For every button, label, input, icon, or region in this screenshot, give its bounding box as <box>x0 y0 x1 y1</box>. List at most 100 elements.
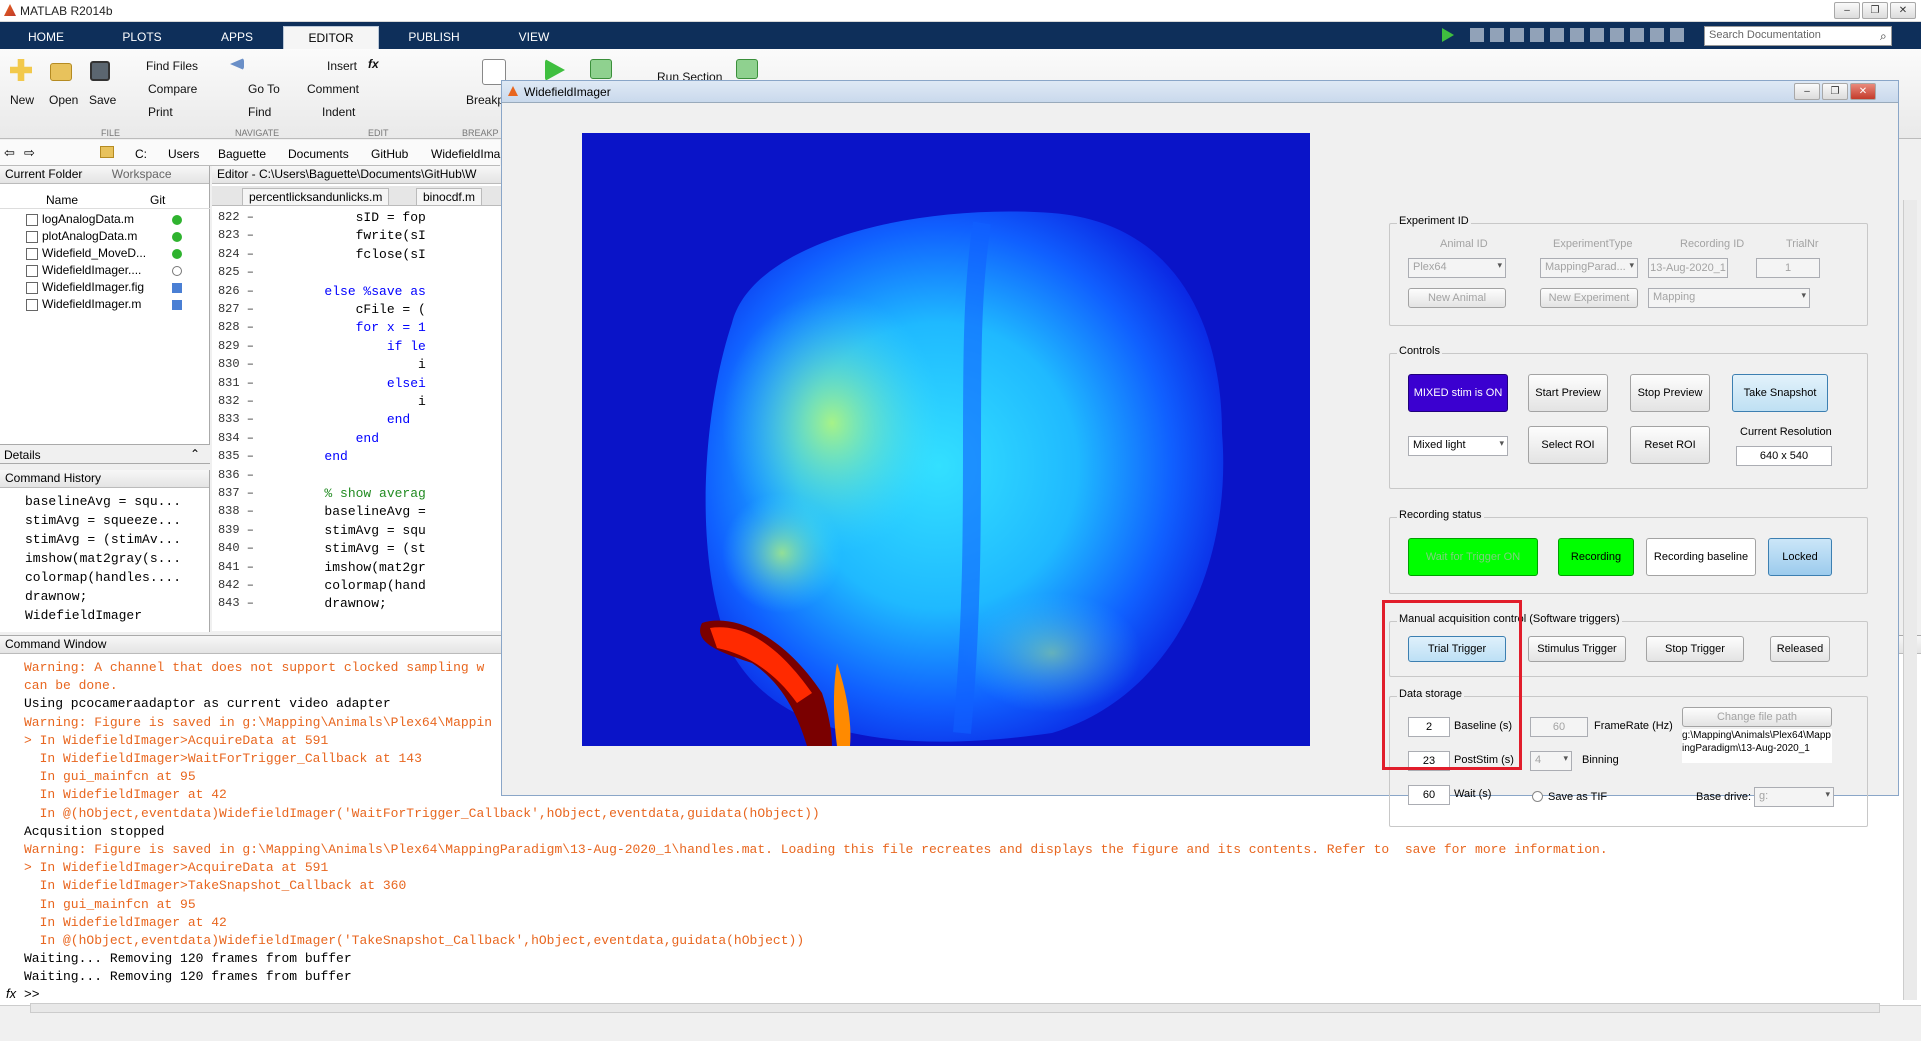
poststim-field[interactable]: 23 <box>1408 751 1450 771</box>
code-line[interactable]: i <box>262 394 426 409</box>
list-item[interactable]: logAnalogData.m <box>26 212 182 228</box>
details-title[interactable]: Details <box>4 448 41 462</box>
path-segment[interactable]: C: <box>135 147 147 161</box>
binning-select[interactable]: 4 <box>1530 751 1572 771</box>
run-and-advance-icon[interactable] <box>590 59 612 79</box>
code-line[interactable]: % show averag <box>262 486 426 501</box>
code-line[interactable]: fwrite(sI <box>262 228 426 244</box>
editor-tab[interactable]: binocdf.m <box>416 188 483 206</box>
code-line[interactable]: baselineAvg = <box>262 504 426 520</box>
recording-baseline-indicator[interactable]: Recording baseline <box>1646 538 1756 576</box>
wait-field[interactable]: 60 <box>1408 785 1450 805</box>
go-to-button[interactable]: Go To <box>248 82 280 96</box>
history-item[interactable]: imshow(mat2gray(s... <box>25 551 182 566</box>
history-item[interactable]: baselineAvg = squ... <box>25 494 182 509</box>
open-folder-icon[interactable] <box>50 63 72 81</box>
list-item[interactable]: plotAnalogData.m <box>26 229 182 245</box>
current-resolution-field[interactable]: 640 x 540 <box>1736 446 1832 466</box>
code-line[interactable]: imshow(mat2gr <box>262 559 426 575</box>
code-line[interactable]: end <box>262 449 348 465</box>
tab-editor[interactable]: EDITOR <box>283 26 379 49</box>
new-animal-button[interactable]: New Animal <box>1408 288 1506 308</box>
path-segment[interactable]: Users <box>168 147 200 161</box>
workspace-scrollbar[interactable] <box>1903 200 1917 1000</box>
stimulus-trigger-button[interactable]: Stimulus Trigger <box>1528 636 1626 662</box>
code-line[interactable]: if le <box>262 338 426 354</box>
command-prompt[interactable]: >> <box>24 987 40 1002</box>
select-roi-button[interactable]: Select ROI <box>1528 426 1608 464</box>
search-icon[interactable]: ⌕ <box>1880 29 1887 43</box>
back-arrow-icon[interactable] <box>230 58 244 70</box>
tab-plots[interactable]: PLOTS <box>122 30 162 44</box>
list-item[interactable]: WidefieldImager.m <box>26 297 182 313</box>
code-line[interactable]: end <box>262 412 411 428</box>
wait-for-trigger-indicator[interactable]: Wait for Trigger ON <box>1408 538 1538 576</box>
history-item[interactable]: drawnow; <box>25 589 88 604</box>
folder-icon[interactable] <box>100 146 114 158</box>
code-line[interactable]: i <box>262 357 426 373</box>
base-drive-select[interactable]: g: <box>1754 787 1834 807</box>
path-segment[interactable]: Baguette <box>218 147 267 161</box>
camera-image[interactable] <box>582 133 1310 746</box>
framerate-field[interactable]: 60 <box>1530 717 1588 737</box>
run-quick-icon[interactable] <box>1442 28 1454 42</box>
list-item[interactable]: Widefield_MoveD... <box>26 246 182 262</box>
editor-tab[interactable]: percentlicksandunlicks.m <box>242 188 390 206</box>
maximize-button[interactable]: ❐ <box>1862 2 1888 19</box>
stop-preview-button[interactable]: Stop Preview <box>1630 374 1710 412</box>
horizontal-scrollbar[interactable] <box>30 1003 1880 1013</box>
tab-home[interactable]: HOME <box>28 30 64 44</box>
locked-button[interactable]: Locked <box>1768 538 1832 576</box>
history-item[interactable]: stimAvg = squeeze... <box>25 513 182 528</box>
quick-access-toolbar[interactable] <box>1470 28 1690 42</box>
save-button[interactable]: Save <box>89 93 117 107</box>
code-line[interactable]: for x = 1 <box>262 320 426 336</box>
released-button[interactable]: Released <box>1770 636 1830 662</box>
find-button[interactable]: Find <box>248 105 272 119</box>
stop-trigger-button[interactable]: Stop Trigger <box>1646 636 1744 662</box>
close-button[interactable]: ✕ <box>1890 2 1916 19</box>
breakpoints-button[interactable]: Breakp <box>466 93 504 107</box>
search-documentation-input[interactable]: Search Documentation <box>1704 26 1892 46</box>
col-git[interactable]: Git <box>150 193 166 207</box>
forward-icon[interactable]: ⇨ <box>24 145 35 160</box>
current-folder-title[interactable]: Current Folder <box>5 167 83 181</box>
comment-button[interactable]: Comment <box>307 82 360 96</box>
animal-id-select[interactable]: Plex64 <box>1408 258 1506 278</box>
workspace-tab[interactable]: Workspace <box>111 167 172 181</box>
path-segment[interactable]: WidefieldIma <box>431 147 501 161</box>
change-file-path-button[interactable]: Change file path <box>1682 707 1832 727</box>
tab-apps[interactable]: APPS <box>220 30 253 44</box>
open-button[interactable]: Open <box>49 93 79 107</box>
code-line[interactable]: stimAvg = squ <box>262 522 426 538</box>
col-name[interactable]: Name <box>46 193 79 207</box>
print-button[interactable]: Print <box>148 105 173 119</box>
gui-close-button[interactable]: ✕ <box>1850 83 1876 100</box>
history-item[interactable]: stimAvg = (stimAv... <box>25 532 182 547</box>
insert-button[interactable]: Insert <box>327 59 358 73</box>
minimize-button[interactable]: – <box>1834 2 1860 19</box>
tab-view[interactable]: VIEW <box>518 30 550 44</box>
find-files-button[interactable]: Find Files <box>146 59 199 73</box>
compare-button[interactable]: Compare <box>148 82 198 96</box>
code-line[interactable]: else %save as <box>262 283 426 299</box>
save-icon[interactable] <box>90 61 110 81</box>
list-item[interactable]: WidefieldImager.fig <box>26 280 182 296</box>
gui-minimize-button[interactable]: – <box>1794 83 1820 100</box>
trial-trigger-button[interactable]: Trial Trigger <box>1408 636 1506 662</box>
code-line[interactable]: fclose(sI <box>262 246 426 262</box>
list-item[interactable]: WidefieldImager.... <box>26 263 182 279</box>
new-experiment-button[interactable]: New Experiment <box>1540 288 1638 308</box>
baseline-field[interactable]: 2 <box>1408 717 1450 737</box>
save-as-tif-checkbox[interactable] <box>1532 791 1543 802</box>
history-item[interactable]: colormap(handles.... <box>25 570 182 585</box>
experiment-type-select[interactable]: MappingParad... <box>1540 258 1638 278</box>
code-line[interactable]: drawnow; <box>262 596 387 612</box>
code-line[interactable]: sID = fop <box>262 210 426 225</box>
chevron-up-icon[interactable]: ⌃ <box>190 447 201 461</box>
path-segment[interactable]: Documents <box>288 147 349 161</box>
new-button[interactable]: New <box>10 93 35 107</box>
mixed-stim-button[interactable]: MIXED stim is ON <box>1408 374 1508 412</box>
code-line[interactable]: elsei <box>262 375 426 391</box>
trial-nr-field[interactable]: 1 <box>1756 258 1820 278</box>
